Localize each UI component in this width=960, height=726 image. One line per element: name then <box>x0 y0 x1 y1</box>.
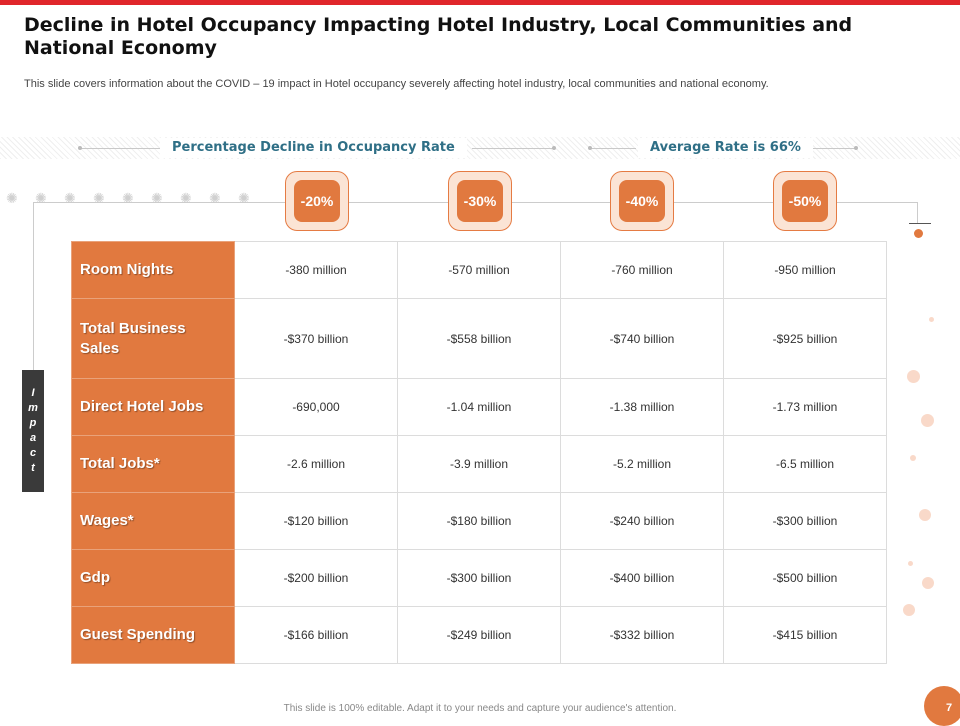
table-row: Direct Hotel Jobs -690,000 -1.04 million… <box>71 378 887 436</box>
table-cell: -$400 billion <box>560 549 724 607</box>
badge-value: -40% <box>619 180 665 222</box>
badge-value: -50% <box>782 180 828 222</box>
row-label-total-jobs: Total Jobs* <box>71 435 235 493</box>
table-cell: -6.5 million <box>723 435 887 493</box>
table-cell: -$300 billion <box>397 549 561 607</box>
table-cell: -$166 billion <box>234 606 398 664</box>
badge-20: -20% <box>285 171 349 231</box>
table-cell: -$120 billion <box>234 492 398 550</box>
table-cell: -2.6 million <box>234 435 398 493</box>
table-cell: -1.04 million <box>397 378 561 436</box>
table-cell: -$415 billion <box>723 606 887 664</box>
table-cell: -3.9 million <box>397 435 561 493</box>
virus-icon: ✺ <box>93 190 105 206</box>
table-cell: -$558 billion <box>397 298 561 379</box>
table-row: Total Jobs* -2.6 million -3.9 million -5… <box>71 435 887 493</box>
virus-icon: ✺ <box>6 190 18 206</box>
table-cell: -$332 billion <box>560 606 724 664</box>
decline-label: Percentage Decline in Occupancy Rate <box>160 138 467 158</box>
table-cell: -$180 billion <box>397 492 561 550</box>
divider-line <box>590 148 636 149</box>
decor-dot <box>907 370 920 383</box>
table-cell: -760 million <box>560 241 724 299</box>
table-cell: -5.2 million <box>560 435 724 493</box>
divider-line <box>80 148 160 149</box>
connector-cap <box>909 223 931 224</box>
line-dot <box>78 146 82 150</box>
table-cell: -1.73 million <box>723 378 887 436</box>
table-cell: -380 million <box>234 241 398 299</box>
line-dot <box>588 146 592 150</box>
page-number: 7 <box>946 702 953 714</box>
table-cell: -$200 billion <box>234 549 398 607</box>
virus-icon: ✺ <box>64 190 76 206</box>
line-dot <box>552 146 556 150</box>
decor-dot <box>921 414 934 427</box>
badge-value: -30% <box>457 180 503 222</box>
table-row: Gdp -$200 billion -$300 billion -$400 bi… <box>71 549 887 607</box>
virus-icon: ✺ <box>122 190 134 206</box>
table-row: Guest Spending -$166 billion -$249 billi… <box>71 606 887 664</box>
table-cell: -$370 billion <box>234 298 398 379</box>
decor-dot <box>910 455 916 461</box>
virus-corner-icon <box>924 686 960 726</box>
row-label-guest-spending: Guest Spending <box>71 606 235 664</box>
table-row: Wages* -$120 billion -$180 billion -$240… <box>71 492 887 550</box>
badge-30: -30% <box>448 171 512 231</box>
row-label-gdp: Gdp <box>71 549 235 607</box>
badge-50: -50% <box>773 171 837 231</box>
decor-dot <box>908 561 913 566</box>
connector-ball <box>914 229 923 238</box>
table-cell: -1.38 million <box>560 378 724 436</box>
decor-dot <box>903 604 915 616</box>
footer-note: This slide is 100% editable. Adapt it to… <box>283 703 677 714</box>
table-cell: -$500 billion <box>723 549 887 607</box>
connector-rail-right <box>917 202 918 224</box>
table-cell: -$740 billion <box>560 298 724 379</box>
row-label-total-business-sales: Total Business Sales <box>71 298 235 379</box>
slide-title: Decline in Hotel Occupancy Impacting Hot… <box>24 14 853 59</box>
top-accent-bar <box>0 0 960 5</box>
slide-subtitle: This slide covers information about the … <box>24 78 769 90</box>
table-cell: -$240 billion <box>560 492 724 550</box>
table-cell: -570 million <box>397 241 561 299</box>
divider-line <box>472 148 554 149</box>
table-cell: -690,000 <box>234 378 398 436</box>
decor-dot <box>929 317 934 322</box>
table-row: Room Nights -380 million -570 million -7… <box>71 241 887 299</box>
line-dot <box>854 146 858 150</box>
connector-rail-left <box>33 202 34 372</box>
row-label-wages: Wages* <box>71 492 235 550</box>
decor-dot <box>919 509 931 521</box>
decor-dot <box>922 577 934 589</box>
impact-table: Room Nights -380 million -570 million -7… <box>71 241 887 664</box>
badge-value: -20% <box>294 180 340 222</box>
average-rate-label: Average Rate is 66% <box>638 138 813 158</box>
table-cell: -$300 billion <box>723 492 887 550</box>
table-row: Total Business Sales -$370 billion -$558… <box>71 298 887 379</box>
divider-line <box>806 148 856 149</box>
virus-icon: ✺ <box>180 190 192 206</box>
virus-icon: ✺ <box>209 190 221 206</box>
impact-vertical-label: I m p a c t <box>22 370 44 492</box>
row-label-direct-hotel-jobs: Direct Hotel Jobs <box>71 378 235 436</box>
virus-icon: ✺ <box>238 190 250 206</box>
virus-icon: ✺ <box>35 190 47 206</box>
table-cell: -$925 billion <box>723 298 887 379</box>
row-label-room-nights: Room Nights <box>71 241 235 299</box>
virus-icon: ✺ <box>151 190 163 206</box>
table-cell: -950 million <box>723 241 887 299</box>
table-cell: -$249 billion <box>397 606 561 664</box>
badge-40: -40% <box>610 171 674 231</box>
